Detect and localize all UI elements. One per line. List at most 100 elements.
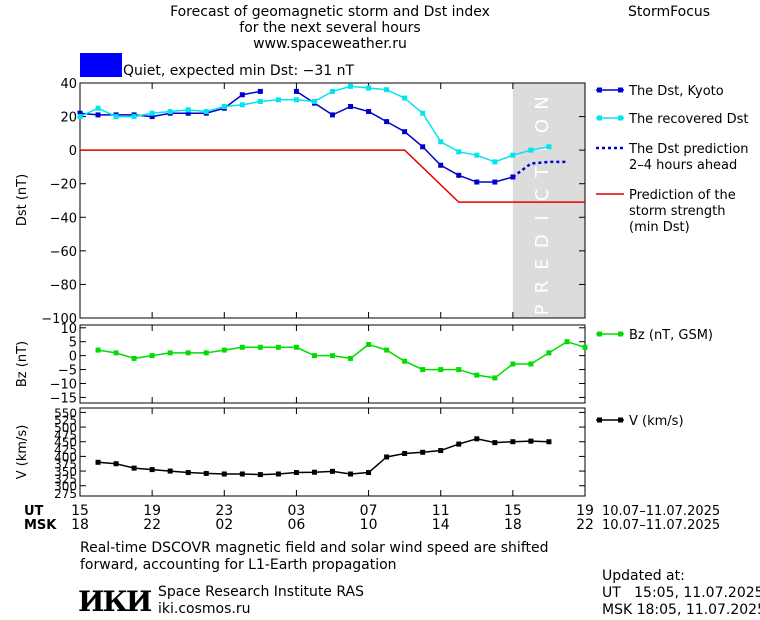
bz-series-0-point bbox=[131, 355, 137, 361]
v-series-0-point bbox=[366, 470, 372, 476]
dst-series-1-point bbox=[528, 147, 534, 153]
legend-label-3: storm strength bbox=[629, 204, 726, 219]
dst-series-1-point bbox=[149, 110, 155, 116]
dst-series-1-point bbox=[420, 110, 426, 116]
v-series-0-point bbox=[95, 459, 101, 465]
dst-series-0-point bbox=[438, 162, 444, 168]
bz-series-0-point bbox=[203, 350, 209, 356]
prediction-zone-label: R bbox=[532, 281, 553, 294]
dst-ytick-label: −20 bbox=[50, 178, 77, 193]
bz-series-0-point bbox=[384, 347, 390, 353]
legend-label-1: The recovered Dst bbox=[628, 112, 748, 127]
prediction-zone bbox=[512, 83, 585, 318]
institute-site-link[interactable]: iki.cosmos.ru bbox=[158, 601, 251, 617]
ut-tick-label: 11 bbox=[432, 503, 450, 519]
dst-series-1-point bbox=[221, 104, 227, 109]
dst-ytick-label: −80 bbox=[50, 278, 77, 293]
footer-note-line-1: Real-time DSCOVR magnetic field and sola… bbox=[80, 540, 549, 556]
legend-marker-1 bbox=[597, 115, 602, 121]
legend-marker-5 bbox=[618, 417, 623, 423]
ut-tick-label: 19 bbox=[576, 503, 594, 519]
legend-label-3: (min Dst) bbox=[629, 220, 690, 235]
dst-series-1-point bbox=[131, 114, 137, 120]
v-series-0-point bbox=[510, 439, 516, 445]
v-series-0-point bbox=[131, 465, 137, 471]
dst-series-1-point bbox=[366, 85, 372, 91]
updated-ut: UT 15:05, 11.07.2025 bbox=[602, 585, 760, 601]
dst-series-0-point bbox=[239, 92, 245, 98]
dst-series-1-point bbox=[257, 98, 263, 104]
prediction-zone-label: D bbox=[532, 234, 553, 248]
msk-tick-label: 02 bbox=[215, 517, 233, 533]
dst-series-0-point bbox=[77, 110, 83, 116]
chart-title-line-1: Forecast of geomagnetic storm and Dst in… bbox=[170, 4, 490, 20]
v-series-0-point bbox=[474, 436, 480, 442]
v-series-0-point bbox=[149, 467, 155, 473]
legend-marker-0 bbox=[618, 87, 623, 93]
website-link[interactable]: www.spaceweather.ru bbox=[253, 36, 407, 52]
legend-marker-1 bbox=[618, 115, 623, 121]
dst-series-0-point bbox=[474, 179, 480, 185]
prediction-zone-label: P bbox=[532, 304, 553, 315]
v-series-0-point bbox=[167, 468, 173, 474]
msk-tick-label: 18 bbox=[71, 517, 89, 533]
dst-series-1-point bbox=[330, 88, 335, 94]
status-swatch bbox=[80, 53, 122, 77]
v-ylabel: V (km/s) bbox=[15, 425, 30, 480]
bz-ytick-label: 5 bbox=[69, 336, 77, 351]
v-ytick-label: 325 bbox=[54, 472, 77, 486]
dst-series-1-point bbox=[510, 152, 516, 158]
bz-series-0-point bbox=[474, 372, 480, 378]
v-series-0-point bbox=[239, 471, 245, 477]
v-series-0-point bbox=[402, 450, 408, 456]
v-ytick-label: 475 bbox=[54, 428, 77, 442]
v-ytick-label: 525 bbox=[54, 414, 77, 428]
dst-series-0-point bbox=[384, 119, 390, 125]
dst-series-1-point bbox=[474, 152, 480, 158]
bz-series-0-line bbox=[97, 340, 586, 379]
v-series-0-point bbox=[438, 448, 444, 454]
ut-tick-label: 15 bbox=[71, 503, 89, 519]
dst-series-0-point bbox=[257, 88, 263, 94]
msk-tick-label: 22 bbox=[143, 517, 161, 533]
prediction-zone-label: I bbox=[532, 146, 553, 151]
ut-date-range: 10.07–11.07.2025 bbox=[602, 504, 720, 519]
bz-series-0-point bbox=[221, 347, 227, 353]
dst-series-0-point bbox=[366, 109, 372, 115]
dst-series-0-point bbox=[492, 179, 498, 185]
dst-series-1-point bbox=[402, 95, 408, 101]
prediction-zone-label: I bbox=[532, 215, 553, 220]
legend-label-0: The Dst, Kyoto bbox=[628, 84, 724, 99]
ut-axis-label: UT bbox=[24, 504, 44, 519]
v-series-0-point bbox=[203, 470, 209, 476]
v-series-0-point bbox=[113, 461, 119, 467]
bz-series-0-point bbox=[456, 367, 462, 373]
dst-series-0-point bbox=[330, 112, 335, 118]
bz-series-0-point bbox=[95, 347, 101, 353]
updated-label: Updated at: bbox=[602, 568, 685, 584]
legend-marker-0 bbox=[597, 87, 602, 93]
bz-series-0-point bbox=[510, 361, 516, 367]
legend-label-3: Prediction of the bbox=[629, 188, 736, 203]
dst-series-1-point bbox=[546, 144, 552, 150]
bz-series-0-point bbox=[546, 350, 552, 356]
v-ytick-label: 350 bbox=[54, 465, 77, 479]
dst-series-0-point bbox=[348, 104, 354, 109]
prediction-zone-label: O bbox=[532, 119, 553, 133]
footer-note-line-2: forward, accounting for L1-Earth propaga… bbox=[80, 557, 397, 573]
v-series-0-point bbox=[456, 441, 462, 447]
dst-series-3-line bbox=[80, 149, 585, 203]
bz-ytick-label: 0 bbox=[69, 350, 77, 365]
v-series-0-point bbox=[330, 468, 335, 474]
v-series-0-point bbox=[492, 440, 498, 446]
bz-series-0-point bbox=[311, 353, 317, 359]
v-ytick-label: 375 bbox=[54, 458, 77, 472]
bz-series-0-point bbox=[564, 339, 570, 345]
v-ytick-label: 400 bbox=[54, 450, 77, 464]
dst-panel-frame bbox=[79, 82, 586, 319]
bz-series-0-point bbox=[275, 344, 281, 350]
bz-series-0-point bbox=[420, 367, 426, 373]
bz-series-0-point bbox=[185, 350, 191, 356]
legend-label-4: Bz (nT, GSM) bbox=[629, 328, 713, 343]
